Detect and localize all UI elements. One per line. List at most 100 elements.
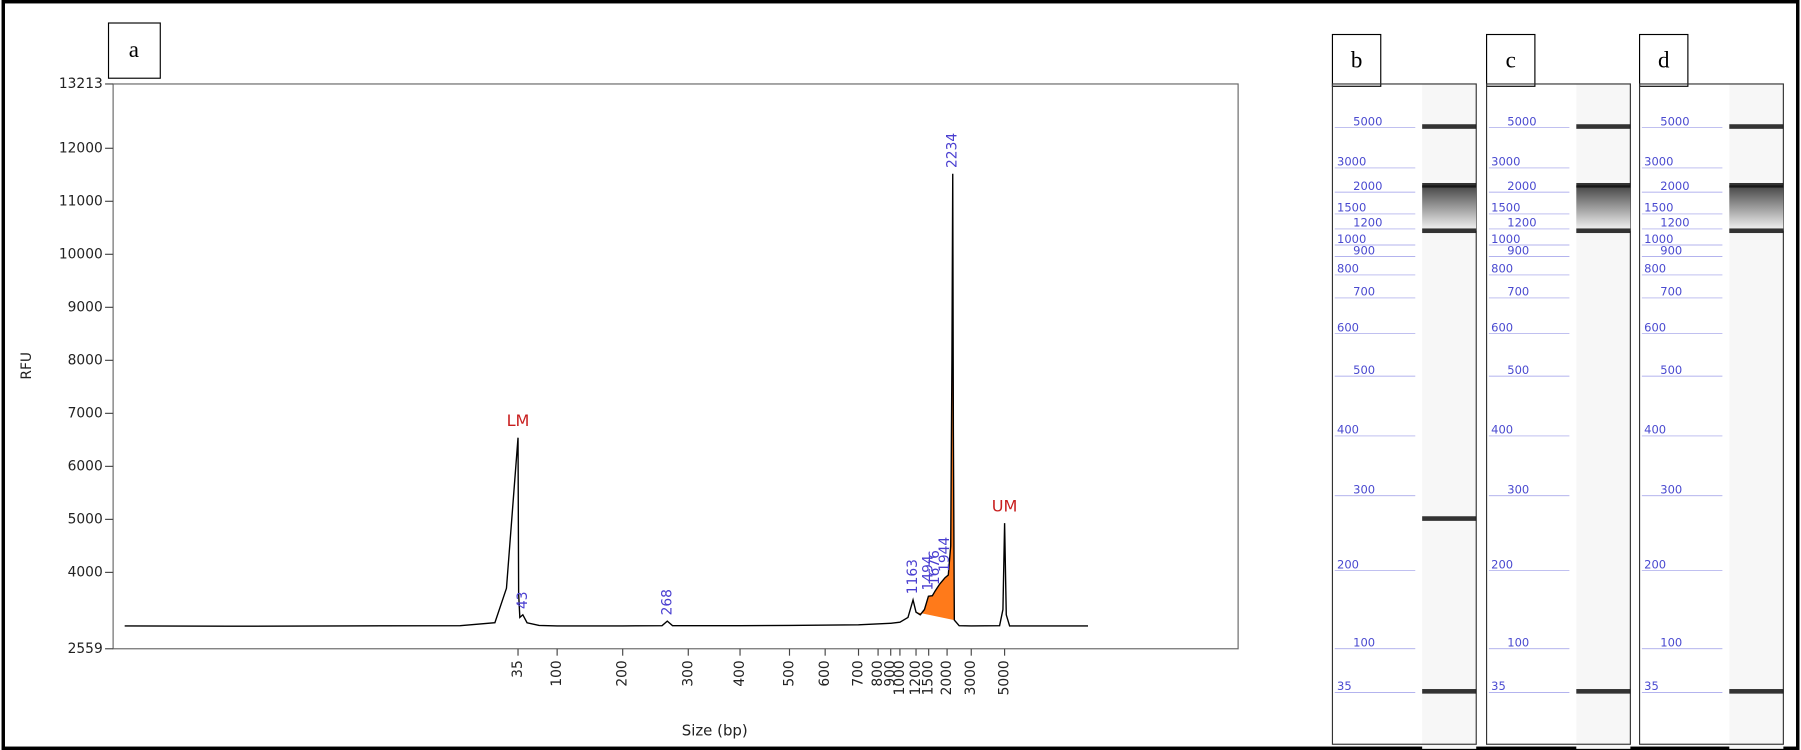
ladder-label: 600: [1644, 320, 1666, 334]
marker-label: UM: [992, 496, 1018, 515]
y-tick-label: 5000: [68, 511, 103, 527]
gel-band: [1576, 124, 1630, 129]
x-tick-label: 3000: [963, 660, 979, 695]
ladder-label: 5000: [1507, 114, 1536, 128]
ladder-label: 1200: [1660, 216, 1689, 230]
ladder-label: 2000: [1353, 179, 1382, 193]
ladder-label: 500: [1507, 363, 1529, 377]
ladder-label: 600: [1337, 320, 1359, 334]
y-tick-label: 6000: [68, 458, 103, 474]
y-tick-label: 11000: [59, 193, 103, 209]
ladder-label: 35: [1491, 679, 1506, 693]
peak-label: 1944: [937, 537, 953, 572]
ladder-label: 400: [1644, 423, 1666, 437]
gel-band: [1729, 228, 1783, 233]
y-axis-label: RFU: [19, 352, 35, 380]
ladder-label: 200: [1491, 557, 1513, 571]
ladder-label: 500: [1660, 363, 1682, 377]
x-axis-label: Size (bp): [682, 722, 748, 740]
ladder-label: 1500: [1337, 201, 1366, 215]
ladder-label: 700: [1353, 285, 1375, 299]
y-tick-label: 4000: [68, 564, 103, 580]
y-tick-label: 9000: [68, 299, 103, 315]
gel-band: [1422, 124, 1476, 129]
ladder-label: 800: [1491, 262, 1513, 276]
panel-label: a: [129, 37, 139, 62]
ladder-label: 600: [1491, 320, 1513, 334]
ladder-label: 400: [1337, 423, 1359, 437]
ladder-label: 300: [1507, 483, 1529, 497]
x-tick-label: 300: [680, 660, 696, 686]
peak-label: 2234: [945, 133, 961, 168]
gel-band: [1422, 183, 1476, 188]
ladder-label: 700: [1507, 285, 1529, 299]
ladder-label: 1500: [1491, 201, 1520, 215]
ladder-label: 3000: [1491, 155, 1520, 169]
ladder-label: 900: [1660, 243, 1682, 257]
ladder-label: 300: [1660, 483, 1682, 497]
gel-band: [1576, 183, 1630, 188]
peak-label: 43: [515, 591, 531, 609]
y-tick-label: 12000: [59, 140, 103, 156]
ladder-label: 35: [1337, 679, 1352, 693]
gel-band: [1576, 228, 1630, 233]
ladder-label: 3000: [1644, 155, 1673, 169]
gel-band: [1422, 689, 1476, 694]
ladder-label: 100: [1507, 636, 1529, 650]
ladder-label: 100: [1353, 636, 1375, 650]
ladder-label: 1200: [1353, 216, 1382, 230]
gel-band: [1422, 516, 1476, 521]
x-tick-label: 600: [817, 660, 833, 686]
y-tick-label: 7000: [68, 405, 103, 421]
x-tick-label: 700: [851, 660, 867, 686]
ladder-label: 200: [1337, 557, 1359, 571]
ladder-label: 1200: [1507, 216, 1536, 230]
peak-label: 1163: [905, 559, 921, 594]
x-tick-label: 500: [781, 660, 797, 686]
x-tick-label: 1000: [892, 660, 908, 695]
gel-band: [1729, 183, 1783, 188]
y-tick-label: 10000: [59, 246, 103, 262]
marker-label: LM: [507, 411, 530, 430]
gel-band: [1729, 124, 1783, 129]
ladder-label: 5000: [1660, 114, 1689, 128]
peak-label: 268: [659, 589, 675, 615]
gel-band: [1422, 228, 1476, 233]
ladder-label: 2000: [1660, 179, 1689, 193]
plot-area: [113, 84, 1238, 649]
gel-smear: [1576, 185, 1630, 230]
x-tick-label: 2000: [939, 660, 955, 695]
ladder-label: 2000: [1507, 179, 1536, 193]
ladder-label: 900: [1507, 243, 1529, 257]
panel-label: d: [1658, 47, 1670, 72]
ladder-label: 1500: [1644, 201, 1673, 215]
x-tick-label: 5000: [997, 660, 1013, 695]
ladder-label: 35: [1644, 679, 1659, 693]
x-tick-label: 200: [615, 660, 631, 686]
ladder-label: 100: [1660, 636, 1682, 650]
ladder-label: 5000: [1353, 114, 1382, 128]
gel-smear: [1422, 185, 1476, 230]
x-tick-label: 100: [549, 660, 565, 686]
gel-band: [1729, 689, 1783, 694]
ladder-label: 900: [1353, 243, 1375, 257]
x-tick-label: 1500: [921, 660, 937, 695]
ladder-label: 800: [1337, 262, 1359, 276]
ladder-label: 800: [1644, 262, 1666, 276]
panel-label: c: [1506, 47, 1516, 72]
y-tick-label: 13213: [59, 76, 103, 92]
y-tick-label: 8000: [68, 352, 103, 368]
y-tick-label: 2559: [68, 641, 103, 657]
gel-band: [1576, 689, 1630, 694]
gel-smear: [1729, 185, 1783, 230]
x-tick-label: 35: [510, 660, 526, 678]
ladder-label: 200: [1644, 557, 1666, 571]
ladder-label: 500: [1353, 363, 1375, 377]
panel-label: b: [1351, 47, 1362, 72]
ladder-label: 400: [1491, 423, 1513, 437]
ladder-label: 700: [1660, 285, 1682, 299]
x-tick-label: 400: [732, 660, 748, 686]
ladder-label: 300: [1353, 483, 1375, 497]
ladder-label: 3000: [1337, 155, 1366, 169]
figure: a RFU Size (bp) 2559 4000 5000 6000 7000 8000…: [0, 0, 1801, 750]
